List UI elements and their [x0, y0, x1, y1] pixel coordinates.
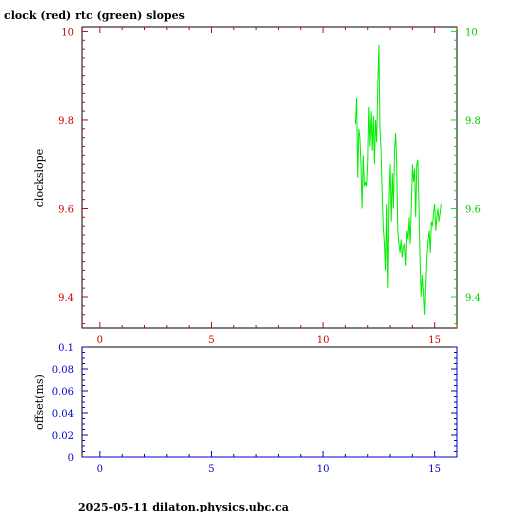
top-y-tick-label-left: 9.6	[58, 204, 74, 215]
top-y-tick-label-right: 10	[465, 27, 478, 38]
top-series-group	[354, 44, 442, 315]
top-x-tick-label: 5	[208, 335, 214, 346]
top-x-tick-label: 0	[97, 335, 103, 346]
top-y-tick-label-left: 9.4	[58, 293, 74, 304]
top-y-tick-label-right: 9.6	[465, 204, 481, 215]
top-x-tick-label: 10	[317, 335, 330, 346]
footer-host-date: 2025-05-11 dilaton.physics.ubc.ca	[78, 501, 289, 512]
bottom-y-tick-label: 0.06	[52, 387, 74, 398]
top-y-tick-label-left: 10	[61, 27, 74, 38]
rtc-slope-line	[354, 44, 442, 315]
bottom-plot-frame	[81, 346, 458, 458]
bottom-y-tick-label: 0.1	[58, 343, 74, 354]
top-panel: 0 5 10 15 10 9.8 9.6 9.4 10 9.8 9.6 9.4 clockslope	[33, 26, 481, 346]
bottom-axes: 0 5 10 15 0.1 0.08 0.06 0.04 0.02 0	[52, 343, 458, 475]
bottom-y-tick-label: 0	[68, 453, 74, 464]
bottom-y-tick-label: 0.08	[52, 365, 74, 376]
bottom-x-tick-label: 0	[97, 464, 103, 475]
bottom-x-tick-label: 10	[317, 464, 330, 475]
bottom-panel: 0 5 10 15 0.1 0.08 0.06 0.04 0.02 0 offset(ms)	[33, 343, 458, 475]
top-plot-frame	[81, 26, 458, 329]
top-y-axis-label: clockslope	[33, 149, 46, 207]
top-y-tick-label-right: 9.4	[465, 293, 481, 304]
chart-title: clock (red) rtc (green) slopes	[4, 9, 185, 22]
top-x-tick-label: 15	[428, 335, 441, 346]
top-y-tick-label-right: 9.8	[465, 116, 481, 127]
bottom-y-tick-label: 0.04	[52, 409, 74, 420]
bottom-y-axis-label: offset(ms)	[33, 374, 46, 430]
bottom-x-tick-label: 15	[428, 464, 441, 475]
bottom-x-tick-label: 5	[208, 464, 214, 475]
bottom-y-tick-label: 0.02	[52, 431, 74, 442]
top-y-tick-label-left: 9.8	[58, 116, 74, 127]
top-axes: 0 5 10 15 10 9.8 9.6 9.4 10 9.8 9.6 9.4	[58, 27, 481, 346]
